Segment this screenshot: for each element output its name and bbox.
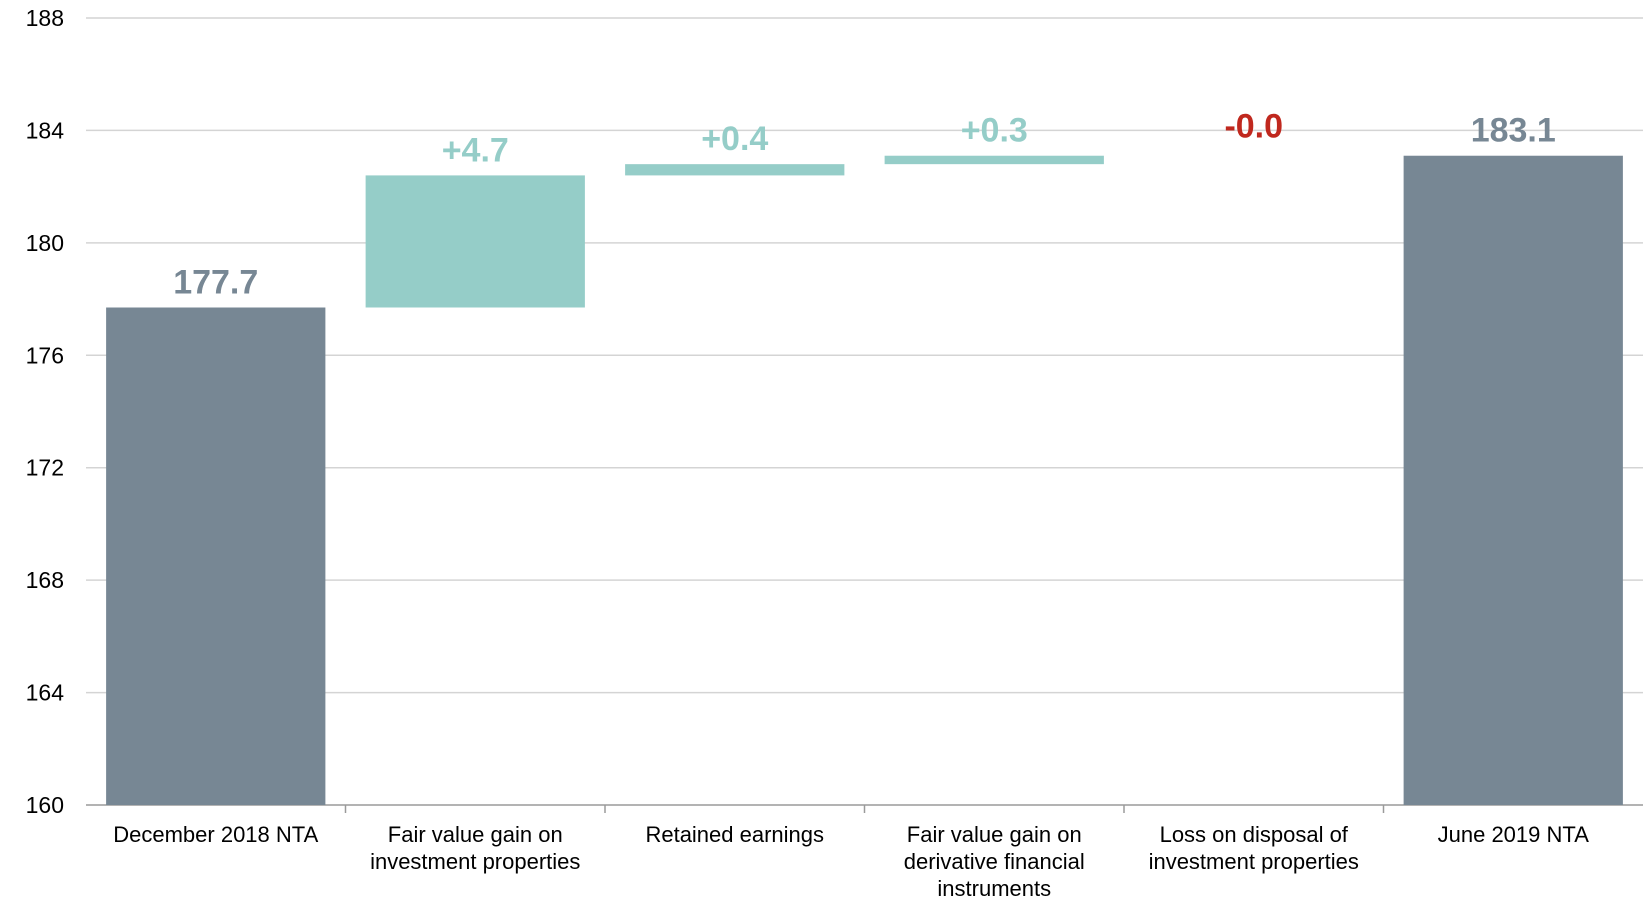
bars — [106, 155, 1623, 806]
x-category-label: Loss on disposal of investment properties — [1149, 822, 1359, 874]
gridlines — [86, 17, 1643, 806]
y-axis: 160 164 168 172 176 180 184 188 — [26, 5, 65, 818]
bar — [625, 164, 845, 176]
y-tick-label: 168 — [26, 567, 64, 593]
y-tick-label: 164 — [26, 680, 65, 706]
x-axis: December 2018 NTA Fair value gain on inves… — [113, 805, 1589, 898]
data-label: +0.3 — [961, 112, 1028, 150]
y-tick-label: 172 — [26, 455, 64, 481]
y-tick-label: 176 — [26, 342, 64, 368]
x-category-label: Fair value gain on investment properties — [370, 822, 580, 874]
y-tick-label: 184 — [26, 117, 65, 143]
bar — [884, 155, 1104, 165]
data-label: -0.0 — [1224, 108, 1283, 146]
bar — [106, 307, 326, 805]
x-category-label: Fair value gain on derivative financial in… — [904, 822, 1085, 898]
y-tick-label: 180 — [26, 230, 64, 256]
x-category-label: December 2018 NTA — [113, 822, 318, 847]
data-label: +4.7 — [442, 131, 509, 169]
bar — [365, 175, 585, 308]
data-label: 177.7 — [173, 264, 258, 302]
x-category-label: Retained earnings — [645, 822, 824, 847]
data-label: 183.1 — [1471, 112, 1556, 150]
bar — [1403, 155, 1623, 806]
data-label: +0.4 — [701, 120, 768, 158]
y-tick-label: 160 — [26, 792, 64, 818]
data-labels: 177.7 +4.7 +0.4 +0.3 -0.0 183.1 — [173, 108, 1556, 302]
x-category-label: June 2019 NTA — [1438, 822, 1590, 847]
y-tick-label: 188 — [26, 5, 64, 31]
